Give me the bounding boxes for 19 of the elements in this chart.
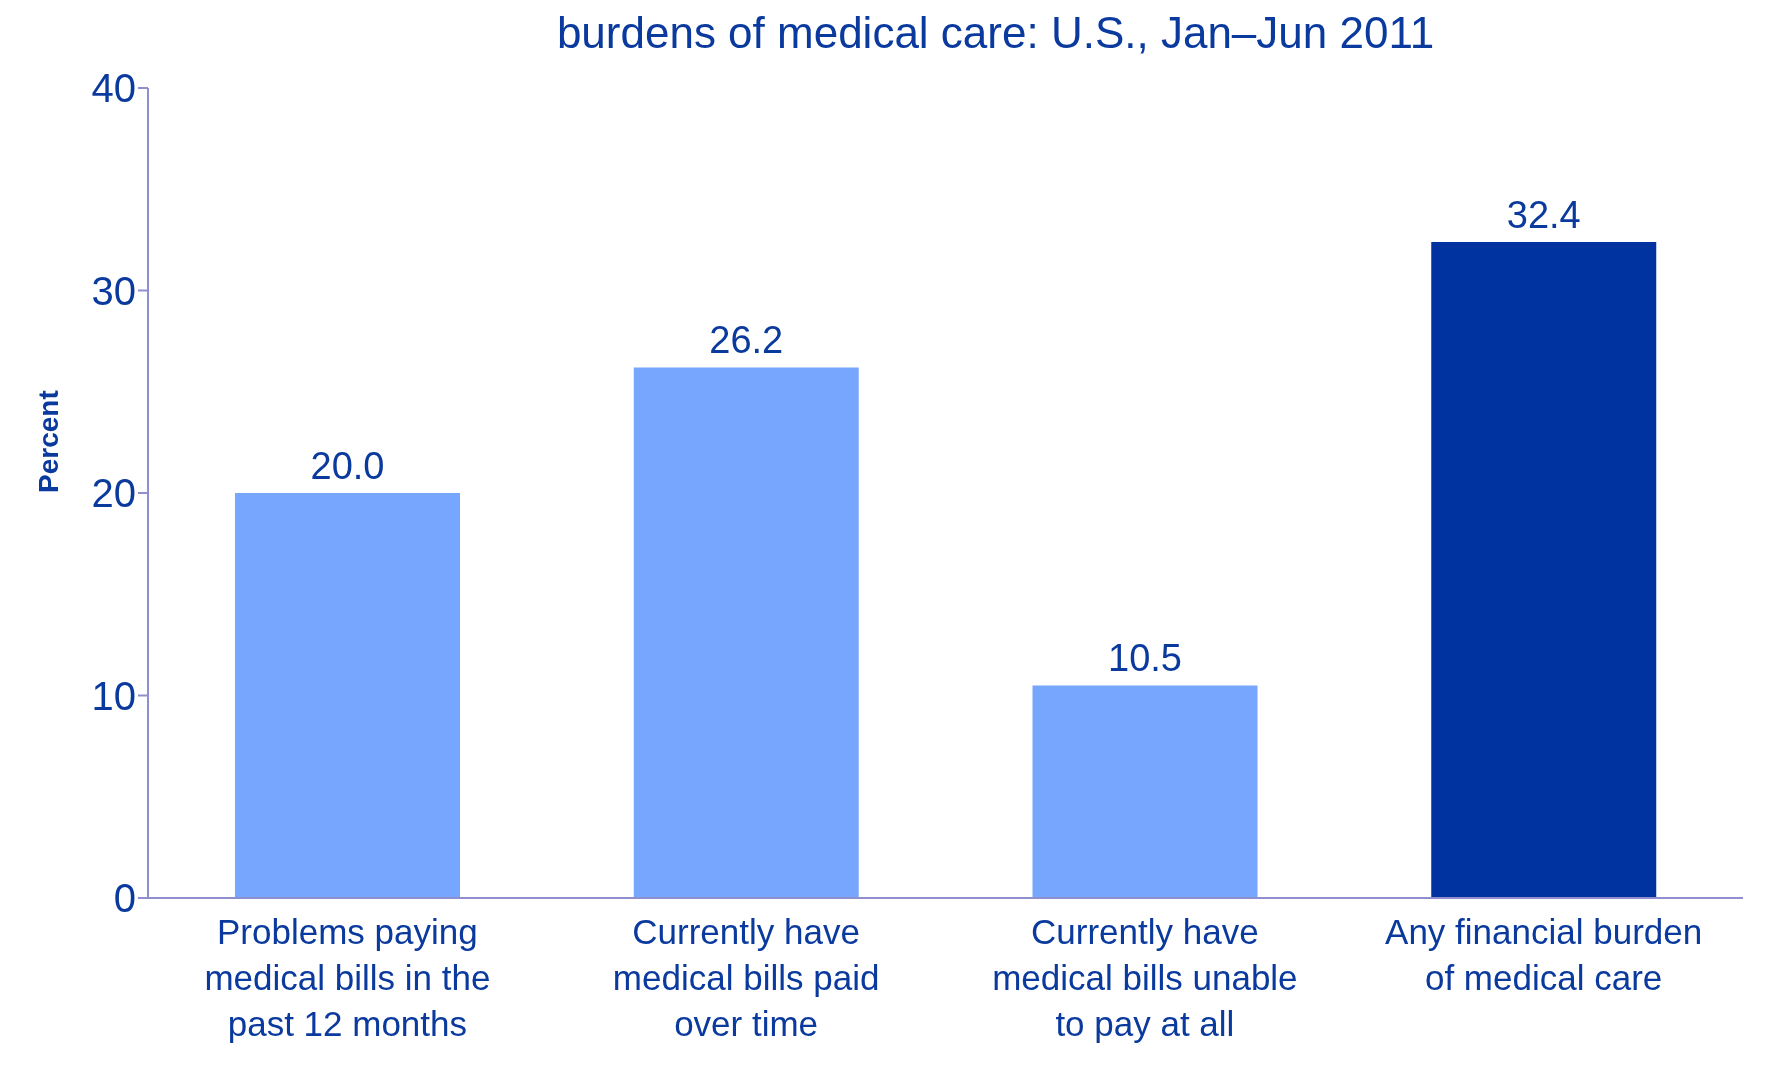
x-tick-label: Any financial burden of medical care (1385, 912, 1703, 997)
bar (633, 367, 859, 898)
data-label: 26.2 (709, 319, 784, 362)
bar (1032, 685, 1258, 898)
y-tick-label: 30 (91, 268, 136, 313)
data-label: 10.5 (1108, 637, 1182, 680)
x-tick-label: Currently have medical bills paid over time (612, 912, 880, 1043)
y-axis-title: Percent (32, 390, 64, 493)
bar (1431, 241, 1657, 898)
x-tick-label: Problems paying medical bills in the past 12 months (204, 912, 491, 1043)
x-tick-label: Currently have medical bills unable to pay at all (992, 912, 1298, 1043)
data-label: 20.0 (310, 445, 385, 487)
y-tick-label: 20 (91, 471, 136, 516)
y-tick-label: 40 (91, 66, 136, 111)
y-tick-label: 10 (91, 673, 136, 718)
bar (235, 493, 460, 898)
y-tick-label: 0 (113, 876, 136, 921)
data-label: 32.4 (1506, 193, 1581, 236)
chart-title: burdens of medical care: U.S., Jan–Jun 2011 (555, 8, 1436, 58)
